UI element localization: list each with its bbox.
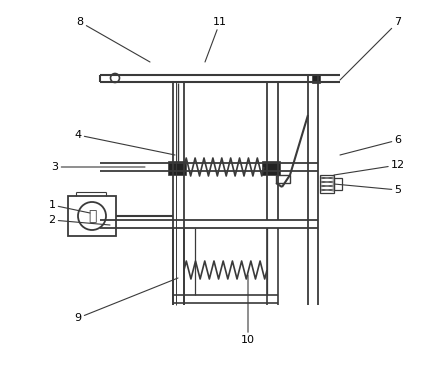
Bar [262,161,280,175]
Text: 1: 1 [48,200,90,213]
Text: 10: 10 [241,275,255,345]
Text: 6: 6 [340,135,401,155]
Text: 11: 11 [205,17,227,62]
Bar [320,175,334,193]
Text: 4: 4 [74,130,175,155]
Bar [334,178,342,190]
Text: 3: 3 [51,162,145,172]
Text: 12: 12 [334,160,405,175]
Bar [68,196,116,236]
Bar [168,161,186,175]
Text: 5: 5 [334,184,401,195]
Text: 9: 9 [74,278,178,323]
Text: 7: 7 [340,17,401,80]
Text: 2: 2 [48,215,110,225]
Bar [276,175,290,183]
Text: Ⓜ: Ⓜ [88,209,96,223]
Bar [312,75,320,83]
Text: 8: 8 [77,17,150,62]
